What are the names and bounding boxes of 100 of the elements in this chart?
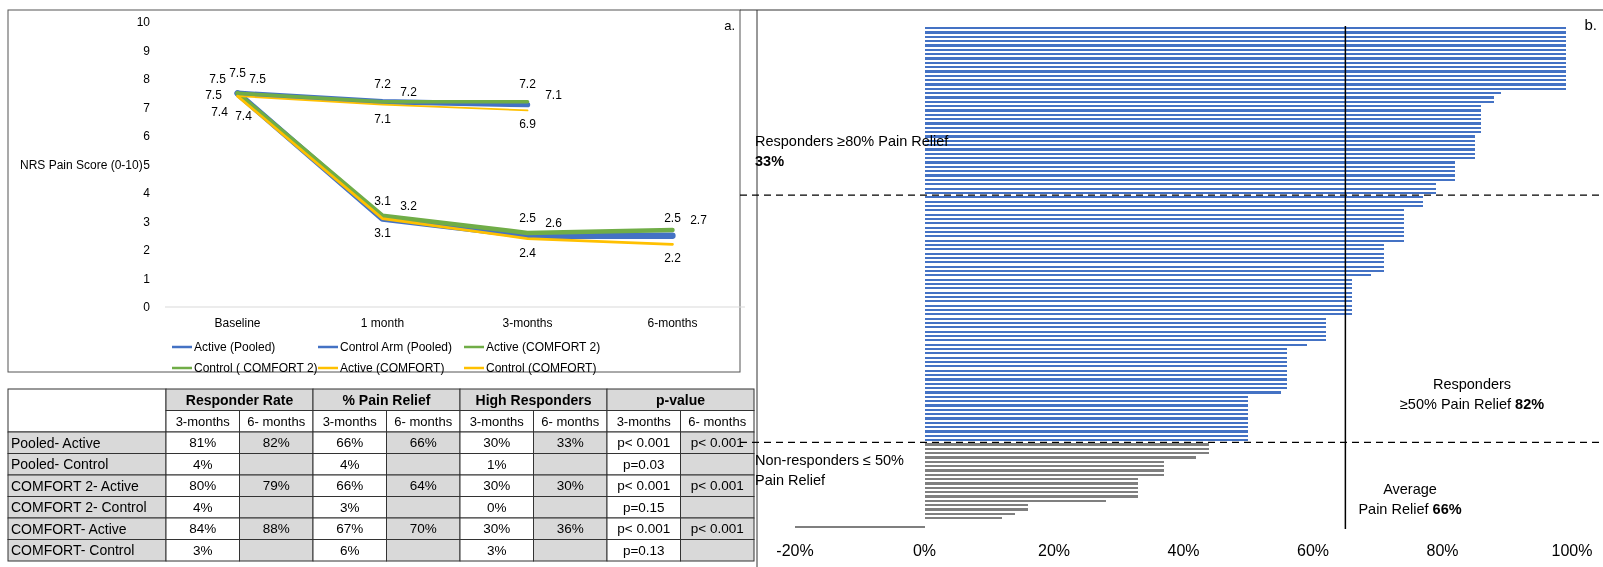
text: 30%: [556, 478, 584, 494]
legend-label: Active (Pooled): [194, 340, 276, 355]
text: 81%: [189, 435, 217, 451]
text: 79%: [262, 478, 290, 494]
category-label: COMFORT 2- Control: [11, 499, 147, 516]
text: 3%: [486, 542, 507, 558]
legend-label: Active (COMFORT 2): [486, 340, 601, 355]
text: 0%: [486, 499, 507, 515]
data-label: 2.6: [545, 215, 563, 230]
y-tick-label: 7: [143, 100, 151, 115]
data-label: 7.4: [235, 109, 253, 124]
x-tick-label: 3-months: [502, 316, 553, 330]
category-label: 6- months: [394, 413, 453, 429]
category-label: Pooled- Active: [11, 434, 101, 451]
data-label: 3.1: [374, 225, 392, 240]
data-label: 7.5: [229, 66, 247, 81]
category-label: Pooled- Control: [11, 456, 109, 473]
data-label: 2.4: [519, 245, 537, 260]
data-label: 7.5: [205, 88, 223, 103]
x-tick-label: 6-months: [647, 316, 698, 330]
annotation: Average Pain Relief 66%: [1358, 481, 1462, 517]
text: 82%: [262, 435, 290, 451]
text: 80%: [189, 478, 217, 494]
text: 64%: [409, 478, 437, 494]
data-label: 7.4: [211, 105, 229, 120]
text: 4%: [339, 456, 360, 472]
y-tick-label: 9: [143, 43, 151, 58]
legend-label: Control Arm (Pooled): [340, 340, 453, 355]
x-tick-label: 40%: [1167, 541, 1200, 559]
text: Responder Rate: [185, 391, 294, 408]
category-label: 3-months: [322, 413, 378, 429]
data-label: 6.9: [519, 117, 537, 132]
text: 70%: [409, 521, 437, 537]
y-tick-label: 10: [136, 15, 151, 30]
legend-label: Control (COMFORT): [486, 361, 597, 376]
text: p< 0.001: [617, 478, 671, 494]
category-label: 6- months: [247, 413, 306, 429]
x-tick-label: 20%: [1037, 541, 1071, 559]
y-tick-label: 2: [143, 243, 151, 258]
data-label: 7.2: [400, 84, 418, 99]
text: 1%: [486, 456, 507, 472]
y-tick-label: 4: [143, 186, 151, 201]
text: % Pain Relief: [342, 391, 431, 408]
data-label: 2.5: [664, 210, 682, 225]
text: p=0.03: [622, 456, 665, 472]
text: p< 0.001: [690, 478, 744, 494]
category-label: COMFORT- Active: [11, 520, 127, 537]
legend-label: Control ( COMFORT 2): [194, 361, 318, 376]
text: 36%: [556, 521, 584, 537]
legend-label: Active (COMFORT): [340, 361, 445, 376]
text: p< 0.001: [690, 435, 744, 451]
data-label: 7.2: [374, 76, 392, 91]
y-tick-label: 5: [143, 157, 151, 172]
data-label: 7.2: [519, 76, 537, 91]
x-tick-label: 60%: [1296, 541, 1330, 559]
annotation: Non-responders ≤ 50% Pain Relief: [755, 452, 905, 488]
text: 84%: [189, 521, 217, 537]
data-label: 3.2: [400, 198, 418, 213]
category-label: 6- months: [541, 413, 600, 429]
data-label: 7.1: [545, 87, 563, 102]
text: 66%: [409, 435, 437, 451]
data-label: 2.7: [690, 213, 708, 228]
text: 30%: [483, 478, 511, 494]
data-label: 7.1: [374, 111, 392, 126]
y-axis-title: NRS Pain Score (0-10): [20, 157, 143, 172]
text: p< 0.001: [617, 521, 671, 537]
data-label: 2.5: [519, 210, 537, 225]
text: 30%: [483, 435, 511, 451]
text: 4%: [192, 456, 213, 472]
text: p=0.15: [622, 499, 665, 515]
data-label: 7.5: [209, 72, 227, 87]
text: 6%: [339, 542, 360, 558]
y-tick-label: 1: [143, 271, 151, 286]
y-tick-label: 6: [143, 129, 151, 144]
data-label: 7.5: [249, 72, 267, 87]
text: 30%: [483, 521, 511, 537]
text: 3%: [192, 542, 213, 558]
text: b.: [1584, 16, 1597, 33]
y-tick-label: 8: [143, 72, 151, 87]
x-tick-label: 100%: [1551, 541, 1593, 559]
x-tick-label: 0%: [912, 541, 937, 559]
x-tick-label: 1 month: [360, 316, 405, 330]
text: 88%: [262, 521, 290, 537]
data-label: 3.1: [374, 193, 392, 208]
category-label: 6- months: [688, 413, 747, 429]
annotation: a.: [724, 18, 735, 33]
x-tick-label: Baseline: [214, 316, 261, 330]
data-label: 2.2: [664, 251, 682, 266]
annotation: Responders ≥50% Pain Relief 82%: [1399, 376, 1545, 412]
text: p< 0.001: [690, 521, 744, 537]
text: 67%: [336, 521, 364, 537]
x-tick-label: 80%: [1426, 541, 1459, 559]
text: p=0.13: [622, 542, 665, 558]
x-tick-label: -20%: [776, 541, 814, 559]
text: 66%: [336, 478, 364, 494]
text: 66%: [336, 435, 364, 451]
category-label: 3-months: [175, 413, 231, 429]
category-label: COMFORT- Control: [11, 542, 135, 559]
text: p-value: [655, 391, 706, 408]
category-label: 3-months: [616, 413, 672, 429]
